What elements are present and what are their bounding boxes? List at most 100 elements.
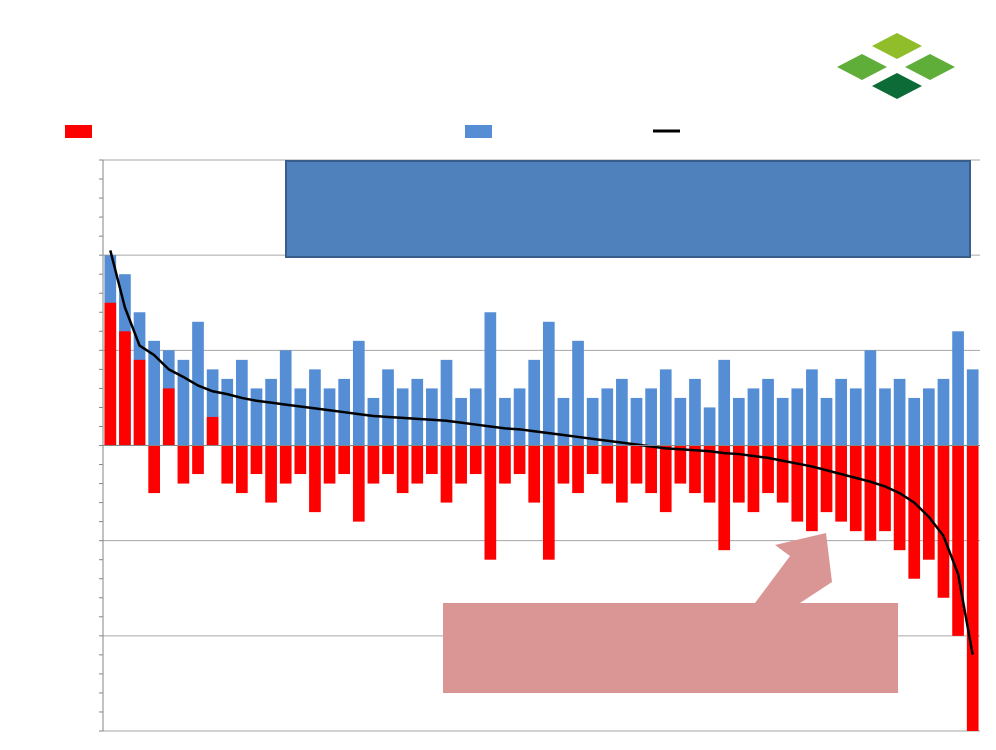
- callout-box: [443, 603, 898, 693]
- bar: [484, 312, 497, 446]
- bar: [922, 445, 935, 560]
- bar: [192, 321, 204, 446]
- bar: [411, 378, 424, 446]
- bar: [893, 378, 906, 446]
- bar: [221, 378, 234, 446]
- bar: [352, 445, 365, 522]
- logo: [837, 33, 955, 99]
- bar: [689, 378, 701, 446]
- callout-box: [285, 160, 971, 258]
- bar: [484, 445, 497, 560]
- bar: [206, 369, 219, 446]
- bar: [192, 445, 204, 475]
- bar: [294, 445, 307, 475]
- line: [109, 250, 974, 656]
- bar: [937, 378, 950, 446]
- bar: [557, 445, 570, 484]
- bar: [119, 331, 131, 446]
- bar: [762, 445, 774, 494]
- bar: [586, 397, 599, 446]
- bar: [864, 445, 877, 541]
- bar: [499, 397, 511, 446]
- bar: [469, 445, 482, 475]
- bar: [864, 350, 877, 446]
- bar: [221, 445, 234, 484]
- bar: [367, 397, 380, 446]
- bar: [645, 388, 657, 446]
- bar: [236, 359, 248, 446]
- bar: [469, 388, 482, 446]
- bar: [338, 445, 351, 475]
- bar: [206, 416, 219, 446]
- bar: [791, 388, 804, 446]
- bar: [616, 378, 628, 446]
- bar: [674, 445, 687, 484]
- bar: [265, 445, 277, 503]
- bar: [820, 397, 833, 446]
- bar: [323, 445, 336, 484]
- bar: [148, 340, 161, 446]
- bar: [630, 397, 643, 446]
- bar: [718, 359, 731, 446]
- bar: [616, 445, 628, 503]
- bar: [250, 445, 263, 475]
- bar: [703, 407, 716, 446]
- bar: [586, 445, 599, 475]
- bar: [440, 445, 453, 503]
- bar: [382, 445, 394, 475]
- bar: [396, 445, 409, 494]
- bar: [645, 445, 657, 494]
- bar: [879, 388, 891, 446]
- bar: [966, 369, 979, 446]
- callout-arrow: [755, 533, 832, 603]
- bar: [309, 445, 321, 513]
- bar: [528, 445, 541, 503]
- bar: [440, 359, 453, 446]
- bar: [952, 445, 964, 636]
- bar: [893, 445, 906, 551]
- bar: [133, 359, 146, 446]
- bar: [513, 388, 526, 446]
- legend-swatch: [465, 125, 492, 138]
- bar: [250, 388, 263, 446]
- bar: [747, 445, 760, 513]
- bar: [177, 445, 190, 484]
- bar: [411, 445, 424, 484]
- bar: [382, 369, 394, 446]
- bar: [265, 378, 277, 446]
- bar: [542, 445, 555, 560]
- bar: [776, 445, 789, 503]
- bar: [572, 445, 584, 494]
- bar: [499, 445, 511, 484]
- bar: [148, 445, 161, 494]
- bar: [747, 388, 760, 446]
- bar: [689, 445, 701, 494]
- bar: [279, 350, 292, 446]
- bar: [718, 445, 731, 551]
- bar: [849, 388, 862, 446]
- bar: [659, 445, 672, 513]
- bar: [294, 388, 307, 446]
- bar: [732, 445, 745, 503]
- bar: [820, 445, 833, 513]
- bar: [279, 445, 292, 484]
- bar: [455, 445, 467, 484]
- bar: [908, 397, 921, 446]
- bar: [426, 445, 438, 475]
- bar: [806, 445, 818, 532]
- bar: [835, 378, 847, 446]
- bar: [352, 340, 365, 446]
- bar: [601, 445, 614, 484]
- bar: [952, 331, 964, 446]
- bar: [162, 388, 175, 446]
- bar: [323, 388, 336, 446]
- bar: [674, 397, 687, 446]
- bar: [908, 445, 921, 579]
- bar: [937, 445, 950, 598]
- bar: [849, 445, 862, 532]
- bar: [879, 445, 891, 532]
- bar: [426, 388, 438, 446]
- bar: [659, 369, 672, 446]
- bar: [104, 302, 117, 446]
